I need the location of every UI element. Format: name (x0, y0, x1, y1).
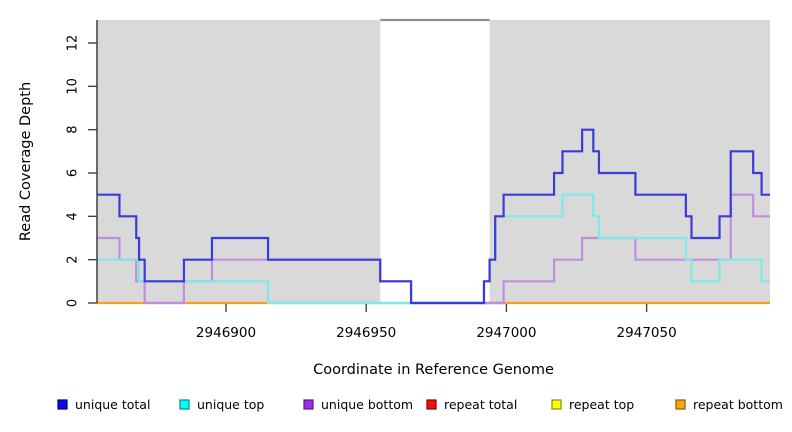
y-tick-label-6: 6 (66, 169, 81, 177)
x-axis-title: Coordinate in Reference Genome (313, 362, 554, 378)
legend-label-repeat-top: repeat top (569, 397, 634, 412)
x-tick-label-2946900: 2946900 (196, 325, 256, 341)
y-tick-label-0: 0 (66, 299, 81, 307)
legend-item-unique-total: unique total (57, 397, 150, 412)
series-line-unique-top (97, 193, 770, 305)
legend-swatch-repeat-total (426, 399, 437, 410)
y-tick-label-12: 12 (66, 35, 81, 52)
series-line-unique-total (97, 128, 770, 305)
y-tick-label-4: 4 (66, 212, 81, 220)
legend-item-repeat-total: repeat total (426, 397, 517, 412)
legend-item-unique-bottom: unique bottom (303, 397, 413, 412)
legend-item-repeat-bottom: repeat bottom (675, 397, 783, 412)
legend-label-unique-total: unique total (75, 397, 150, 412)
legend-label-unique-bottom: unique bottom (321, 397, 413, 412)
y-tick-label-2: 2 (66, 256, 81, 264)
repeat-region-band-1 (489, 20, 770, 303)
legend-swatch-repeat-bottom (675, 399, 686, 410)
legend-swatch-unique-bottom (303, 399, 314, 410)
x-tick-label-2946950: 2946950 (336, 325, 396, 341)
x-tick-label-2947000: 2947000 (476, 325, 536, 341)
y-tick-label-10: 10 (66, 78, 81, 95)
legend-swatch-unique-total (57, 399, 68, 410)
legend-label-repeat-total: repeat total (444, 397, 517, 412)
repeat-region-band-0 (97, 20, 381, 303)
legend-swatch-unique-top (179, 399, 190, 410)
legend-item-unique-top: unique top (179, 397, 264, 412)
y-tick-label-8: 8 (66, 126, 81, 134)
legend-label-repeat-bottom: repeat bottom (693, 397, 783, 412)
x-tick-label-2947050: 2947050 (617, 325, 677, 341)
legend-swatch-repeat-top (551, 399, 562, 410)
legend-label-unique-top: unique top (197, 397, 264, 412)
legend-item-repeat-top: repeat top (551, 397, 634, 412)
y-axis-title: Read Coverage Depth (18, 82, 34, 241)
